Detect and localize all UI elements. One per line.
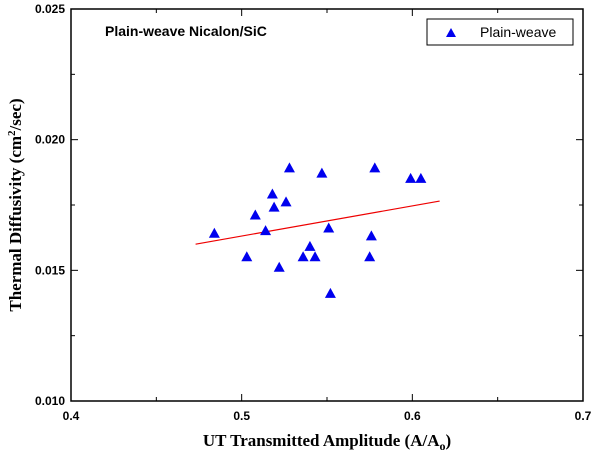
y-tick-label: 0.010: [35, 394, 65, 408]
legend-label: Plain-weave: [480, 24, 556, 40]
data-point: [249, 209, 261, 220]
data-point: [364, 251, 376, 262]
x-tick-label: 0.6: [404, 409, 421, 423]
data-point: [268, 201, 280, 212]
data-point: [365, 230, 377, 241]
data-point: [316, 167, 328, 178]
data-point: [304, 240, 316, 251]
plot-frame: [70, 8, 584, 402]
y-axis-title: Thermal Diffusivity (cm2/sec): [6, 98, 25, 311]
y-axis-title-superscript: 2: [6, 130, 18, 136]
trendline-layer: [195, 200, 440, 245]
x-tick-label: 0.5: [233, 409, 250, 423]
y-tick-label: 0.020: [35, 133, 65, 147]
data-point: [260, 225, 272, 236]
legend: Plain-weave: [426, 18, 574, 46]
y-tick-label: 0.025: [35, 2, 65, 16]
axis-ticks: 0.4 0.5 0.6 0.7 0.010 0.015 0.020 0.025: [35, 2, 592, 423]
data-point: [241, 251, 253, 262]
trendline: [195, 200, 440, 245]
chart-annotation: Plain-weave Nicalon/SiC: [105, 23, 267, 39]
data-point: [283, 162, 295, 173]
data-point: [273, 261, 285, 272]
data-point: [323, 222, 335, 233]
x-tick-label: 0.4: [63, 409, 80, 423]
data-point: [415, 172, 427, 183]
data-point: [297, 251, 309, 262]
data-point: [266, 188, 278, 199]
data-point: [309, 251, 321, 262]
data-point: [405, 172, 417, 183]
y-tick-label: 0.015: [35, 263, 65, 277]
x-tick-label: 0.7: [575, 409, 592, 423]
x-axis-title: UT Transmitted Amplitude (A/Ao): [203, 431, 451, 453]
data-point: [324, 287, 336, 298]
data-point: [369, 162, 381, 173]
data-points: [208, 162, 427, 298]
legend-marker-icon: [446, 28, 456, 37]
x-axis-title-subscript: o: [439, 439, 445, 453]
data-point: [280, 196, 292, 207]
data-point: [208, 227, 220, 238]
